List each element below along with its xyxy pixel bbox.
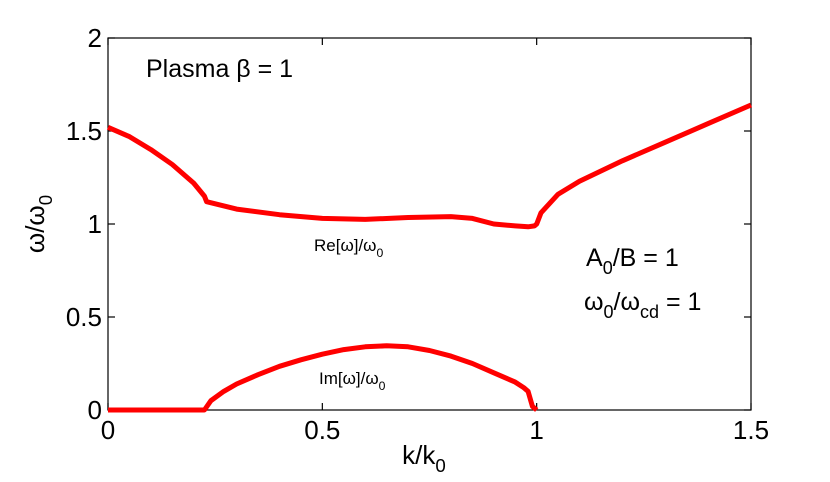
frequency-ratio-annotation: ω0/ωcd = 1 (584, 288, 701, 322)
y-tick-label: 1.5 (66, 116, 102, 146)
x-axis-label: k/k0 (402, 440, 446, 476)
x-tick-label: 0.5 (304, 415, 340, 445)
x-tick-label: 1.5 (733, 415, 769, 445)
tick-labels: 0 0.5 1 1.5 0 0.5 1 1.5 2 (66, 23, 769, 445)
tick-marks (107, 37, 752, 411)
real-part-curve-label: Re[ω]/ω0 (314, 236, 383, 260)
y-tick-label: 0.5 (66, 302, 102, 332)
y-tick-label: 2 (88, 23, 102, 53)
plot-frame (107, 37, 752, 411)
x-tick-label: 1 (529, 415, 543, 445)
y-axis-label: ω/ω0 (20, 195, 56, 253)
x-tick-label: 0 (101, 415, 115, 445)
plasma-beta-annotation: Plasma β = 1 (146, 55, 293, 83)
curves (107, 102, 752, 413)
y-tick-label: 1 (88, 209, 102, 239)
real-part-curve (107, 102, 752, 230)
imaginary-part-curve-label: Im[ω]/ω0 (319, 369, 386, 393)
imaginary-part-curve (108, 343, 539, 413)
y-tick-label: 0 (88, 395, 102, 425)
amplitude-annotation: A0/B = 1 (586, 244, 679, 278)
